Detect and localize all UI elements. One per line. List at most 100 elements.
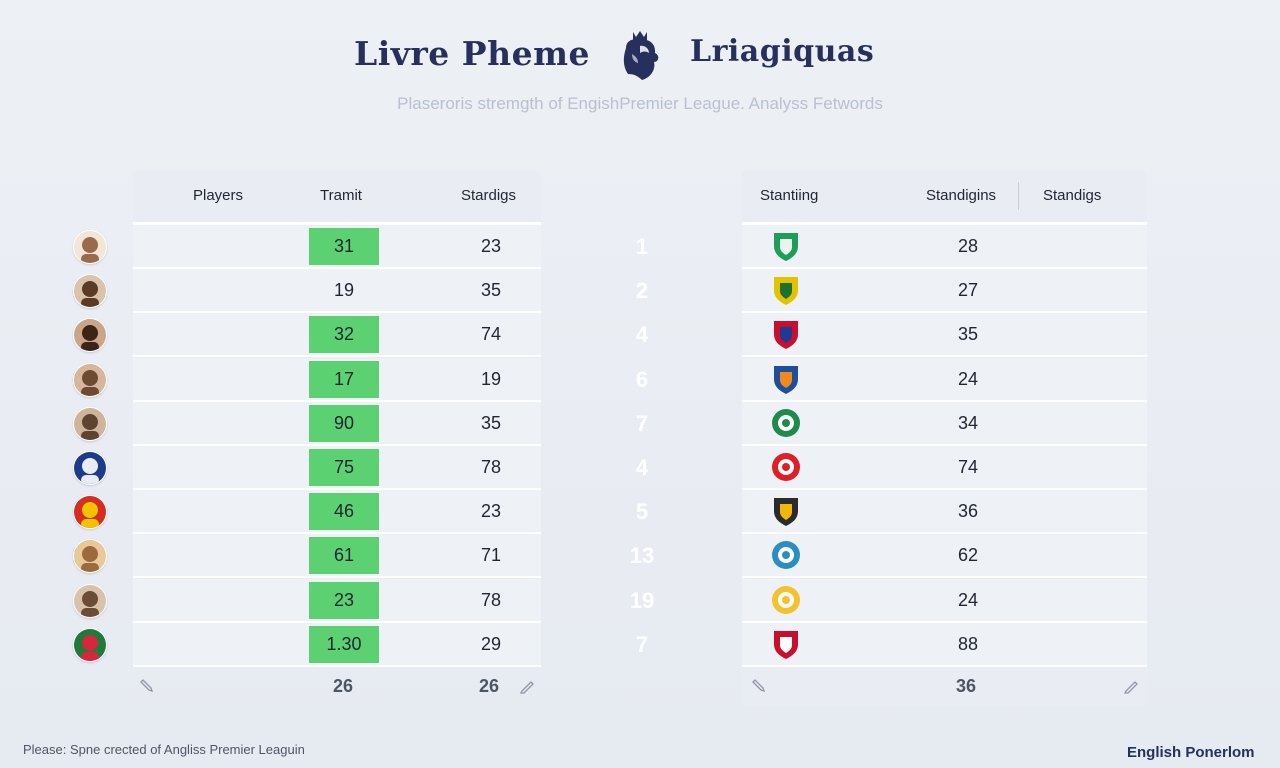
table-row[interactable]: 31 23: [133, 225, 541, 269]
column-header-standings[interactable]: Stardigs: [461, 187, 517, 204]
lion-crown-icon: [623, 31, 659, 80]
table-row[interactable]: 24: [742, 357, 1147, 402]
page-title-left: Livre Pheme: [354, 34, 591, 73]
footer-caption: Please: Spne crected of Angliss Premier …: [23, 742, 305, 757]
standings-cell: 36: [957, 501, 979, 522]
shield-crest-icon: [771, 363, 801, 395]
standings-cell: 29: [480, 633, 502, 654]
table-row[interactable]: 61 71: [133, 534, 541, 579]
pencil-icon[interactable]: [518, 677, 536, 695]
tramit-cell: 23: [309, 581, 379, 619]
standings-cell: 78: [480, 457, 502, 477]
tramit-cell: 1.30: [309, 625, 379, 663]
player-avatar[interactable]: [73, 318, 107, 353]
tramit-cell: 75: [309, 449, 379, 486]
standings-cell: 62: [957, 545, 979, 566]
player-avatar[interactable]: [73, 583, 107, 618]
standings-table: Stantiing Standigins Standigs 28 27 35 24 34…: [742, 170, 1147, 707]
tramit-footer-total: 26: [333, 676, 354, 696]
ball-icon[interactable]: [73, 451, 107, 485]
round-crest-icon: [771, 584, 801, 616]
pencil-icon[interactable]: [138, 677, 156, 695]
table-row[interactable]: 62: [742, 534, 1147, 579]
page-subtitle: Plaseroris stremgth of EngishPremier Lea…: [397, 94, 883, 113]
standings-cell: 24: [957, 368, 979, 389]
rank-number: 13: [629, 543, 655, 569]
rank-number: 6: [635, 366, 649, 392]
column-header-standigs[interactable]: Standigs: [1043, 187, 1102, 204]
rank-number: 19: [629, 587, 655, 613]
table-row[interactable]: 36: [742, 490, 1147, 535]
tramit-cell: 19: [333, 280, 355, 301]
standings-cell: 74: [957, 457, 979, 477]
table-row[interactable]: 1.30 29: [133, 622, 541, 667]
tramit-cell: 32: [309, 316, 379, 354]
table-row[interactable]: 90 35: [133, 401, 541, 446]
header: Livre Pheme Lriagiquas: [0, 28, 1280, 80]
column-header-standing[interactable]: Stantiing: [760, 187, 819, 204]
player-avatar[interactable]: [73, 230, 107, 264]
standings-footer-total: 36: [956, 676, 977, 696]
column-header-tramit[interactable]: Tramit: [320, 187, 362, 204]
round-crest-icon: [771, 407, 801, 439]
shield-crest-icon: [771, 230, 801, 262]
table-row[interactable]: 28: [742, 225, 1147, 269]
shield-crest-icon: [771, 318, 801, 350]
player-avatar[interactable]: [73, 539, 107, 574]
players-table: Players Tramit Stardigs 31 23 19 35 32 74 17 19…: [133, 170, 541, 667]
table-row[interactable]: 17 19: [133, 357, 541, 402]
standings-table-header: Stantiing Standigins Standigs: [742, 170, 1147, 225]
tramit-cell: 90: [309, 404, 379, 442]
column-divider: [1018, 182, 1019, 210]
table-row[interactable]: 46 23: [133, 490, 541, 535]
rank-number: 4: [635, 455, 649, 480]
standings-cell: 35: [957, 324, 979, 345]
tramit-cell: 17: [309, 360, 379, 398]
table-row[interactable]: 19 35: [133, 269, 541, 314]
round-crest-icon: [771, 451, 801, 483]
pencil-icon[interactable]: [750, 677, 768, 695]
table-row[interactable]: 35: [742, 313, 1147, 358]
club-badge-icon[interactable]: [73, 627, 107, 662]
footer-brand: English Ponerlom: [1127, 744, 1255, 761]
tramit-cell: 31: [309, 228, 379, 265]
shield-crest-icon: [771, 274, 801, 306]
rank-number: 7: [635, 631, 649, 657]
standings-cell: 27: [957, 280, 979, 301]
table-row[interactable]: 74: [742, 446, 1147, 490]
round-crest-icon: [771, 539, 801, 571]
tramit-cell: 46: [309, 493, 379, 531]
table-row[interactable]: 24: [742, 578, 1147, 623]
page-title-right: Lriagiquas: [690, 34, 875, 69]
rank-number: 2: [635, 278, 649, 304]
standings-cell: 35: [480, 412, 502, 433]
standings-cell: 34: [957, 412, 979, 433]
table-row[interactable]: 23 78: [133, 578, 541, 623]
table-row[interactable]: 75 78: [133, 446, 541, 490]
table-row[interactable]: 32 74: [133, 313, 541, 358]
pencil-icon[interactable]: [1122, 677, 1140, 695]
table-row[interactable]: 34: [742, 401, 1147, 446]
players-table-header: Players Tramit Stardigs: [133, 170, 541, 225]
player-avatar[interactable]: [73, 274, 107, 309]
column-header-players[interactable]: Players: [193, 187, 244, 204]
standings-cell: 23: [480, 236, 502, 256]
rank-number: 4: [635, 322, 649, 348]
standings-cell: 19: [480, 368, 502, 389]
standings-cell: 28: [957, 236, 979, 256]
shield-crest-icon: [771, 495, 801, 527]
standings-footer-total: 26: [479, 676, 500, 696]
column-header-standigins[interactable]: Standigins: [926, 187, 997, 204]
player-avatar[interactable]: [73, 406, 107, 441]
rank-number: 7: [635, 410, 649, 436]
shield-crest-icon: [771, 628, 801, 660]
rank-number: 5: [635, 499, 649, 525]
standings-cell: 24: [957, 589, 979, 610]
standings-cell: 71: [480, 545, 502, 566]
table-row[interactable]: 27: [742, 269, 1147, 314]
player-avatar[interactable]: [73, 362, 107, 397]
table-row[interactable]: 88: [742, 622, 1147, 667]
tramit-cell: 61: [309, 537, 379, 575]
club-badge-icon[interactable]: [73, 495, 107, 530]
standings-cell: 78: [480, 589, 502, 610]
